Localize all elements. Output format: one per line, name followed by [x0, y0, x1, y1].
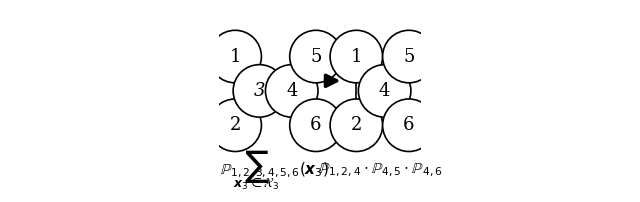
Circle shape: [290, 99, 342, 152]
Text: 1: 1: [351, 47, 362, 66]
Text: 6: 6: [310, 116, 322, 134]
Circle shape: [209, 30, 261, 83]
Circle shape: [266, 65, 318, 117]
Circle shape: [358, 65, 411, 117]
Text: $\boldsymbol{x}_3 \in \mathcal{X}_3$: $\boldsymbol{x}_3 \in \mathcal{X}_3$: [234, 176, 280, 192]
Text: 4: 4: [286, 82, 298, 100]
Text: 5: 5: [310, 47, 322, 66]
Text: 2: 2: [230, 116, 241, 134]
Circle shape: [383, 30, 435, 83]
Text: 2: 2: [351, 116, 362, 134]
Text: 6: 6: [403, 116, 415, 134]
Text: 1: 1: [229, 47, 241, 66]
Text: $\sum$: $\sum$: [244, 148, 269, 185]
Text: $\mathbb{P}_{1,2,4} \cdot \mathbb{P}_{4,5} \cdot \mathbb{P}_{4,6}$: $\mathbb{P}_{1,2,4} \cdot \mathbb{P}_{4,…: [318, 162, 443, 179]
Circle shape: [209, 99, 261, 152]
Text: 3: 3: [253, 82, 265, 100]
Text: $\mathbb{P}_{1,2,3,4,5,6}(\boldsymbol{x}_3)$: $\mathbb{P}_{1,2,3,4,5,6}(\boldsymbol{x}…: [220, 161, 329, 180]
Circle shape: [330, 30, 383, 83]
Text: 4: 4: [379, 82, 390, 100]
Circle shape: [290, 30, 342, 83]
Circle shape: [330, 99, 383, 152]
Circle shape: [233, 65, 285, 117]
Text: 5: 5: [403, 47, 415, 66]
Circle shape: [383, 99, 435, 152]
